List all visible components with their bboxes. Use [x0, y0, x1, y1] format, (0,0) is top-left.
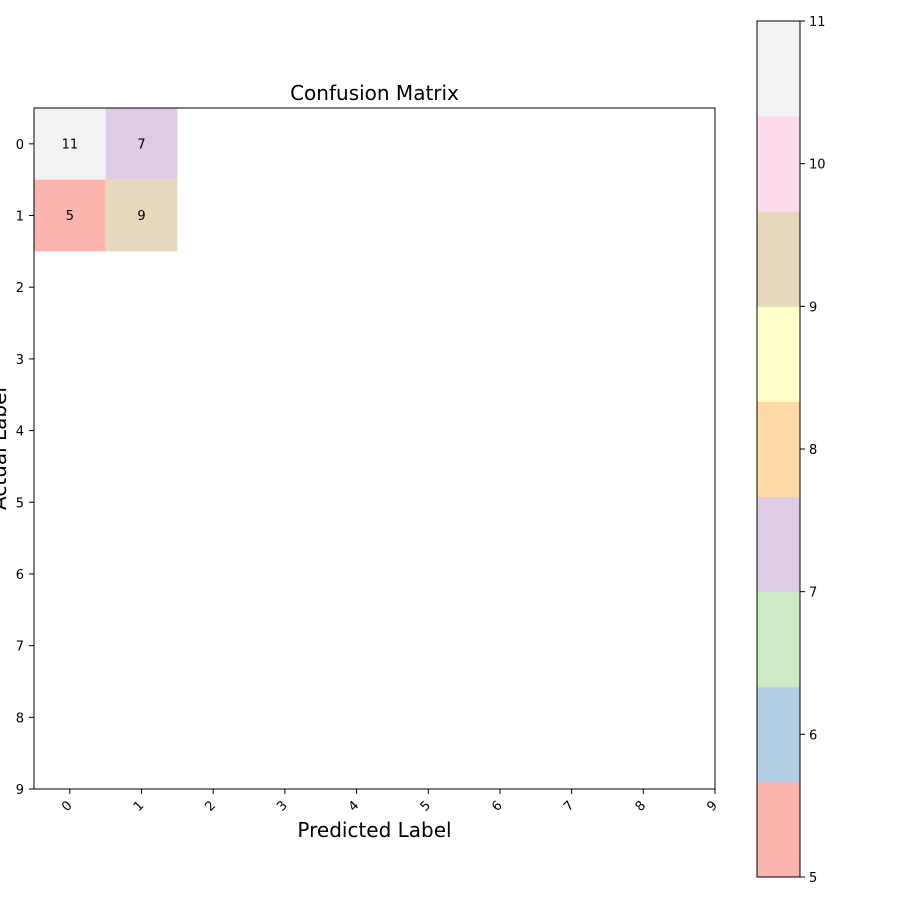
chart-title: Confusion Matrix: [290, 81, 459, 105]
y-axis-label: Actual Label: [0, 387, 11, 510]
cell-value-label: 7: [137, 137, 145, 152]
colorbar-segment: [757, 401, 800, 498]
heatmap-cell: [34, 179, 106, 252]
x-tick-label: 4: [346, 798, 362, 814]
x-tick-label: 2: [203, 798, 219, 814]
x-tick-label: 0: [59, 798, 75, 814]
x-tick-label: 6: [489, 798, 505, 814]
colorbar-tick-label: 10: [809, 158, 826, 173]
colorbar-segment: [757, 116, 800, 212]
cell-value-label: 11: [62, 137, 79, 152]
y-axis-ticks: 0 1 2 3 4 5 6 7 8 9: [16, 138, 34, 798]
colorbar: 5 6 7 8 9 10 11: [756, 15, 826, 886]
y-tick-label: 3: [16, 353, 24, 368]
y-tick-label: 9: [16, 783, 24, 798]
colorbar-segment: [757, 591, 800, 688]
x-axis-label: Predicted Label: [297, 818, 451, 842]
colorbar-segment: [757, 496, 800, 593]
cell-value-label: 9: [137, 209, 145, 224]
y-tick-label: 5: [16, 496, 24, 511]
heatmap-cells: 11 7 5 9: [34, 108, 178, 252]
x-tick-label: 8: [633, 798, 649, 814]
x-axis-ticks: 0 1 2 3 4 5 6 7 8 9: [59, 789, 721, 815]
plot-frame: [33, 107, 716, 790]
colorbar-tick-label: 8: [809, 443, 817, 458]
colorbar-tick-label: 9: [809, 300, 817, 315]
colorbar-segment: [757, 686, 800, 783]
heatmap-cell: [34, 108, 106, 180]
x-tick-label: 9: [704, 798, 720, 814]
y-tick-label: 2: [16, 281, 24, 296]
x-tick-label: 3: [274, 798, 290, 814]
y-tick-label: 1: [16, 210, 24, 225]
colorbar-tick-label: 6: [809, 728, 817, 743]
y-tick-label: 8: [16, 711, 24, 726]
colorbar-segment: [757, 306, 800, 402]
x-tick-label: 7: [561, 798, 577, 814]
y-tick-label: 0: [16, 138, 24, 153]
heatmap-cell: [105, 179, 178, 252]
colorbar-tick-label: 5: [809, 871, 817, 886]
heatmap-cell: [105, 108, 178, 180]
colorbar-tick-label: 11: [809, 15, 826, 30]
y-tick-label: 7: [16, 640, 24, 655]
x-tick-label: 5: [418, 798, 434, 814]
colorbar-tick-label: 7: [809, 586, 817, 601]
y-tick-label: 6: [16, 568, 24, 583]
cell-value-label: 5: [66, 209, 74, 224]
colorbar-segment: [757, 211, 800, 307]
colorbar-segment: [757, 781, 800, 878]
x-tick-label: 1: [131, 798, 147, 814]
y-tick-label: 4: [16, 425, 24, 440]
colorbar-segment: [757, 21, 800, 117]
